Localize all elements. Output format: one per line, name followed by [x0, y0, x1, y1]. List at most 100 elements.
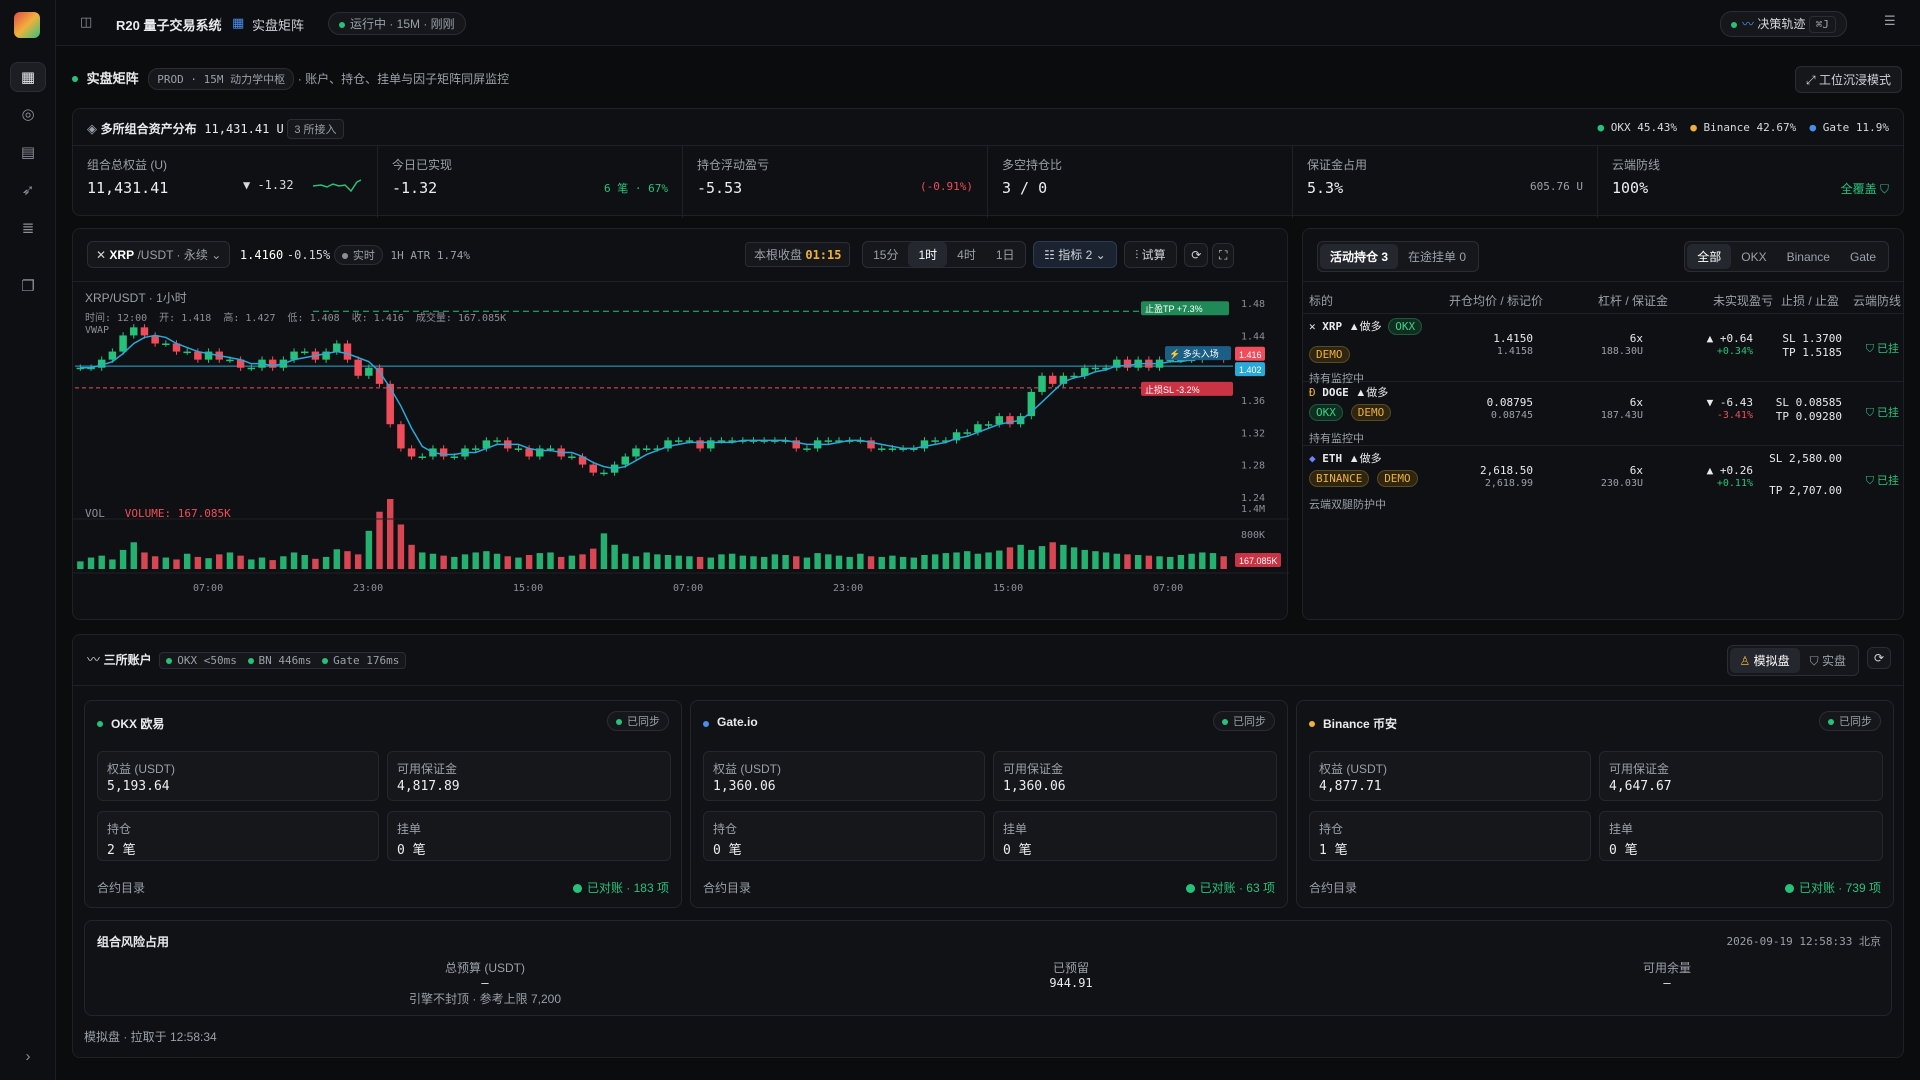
- candle-body: [910, 448, 918, 450]
- y-tick-label: 1.48: [1241, 299, 1265, 310]
- table-row[interactable]: Ð DOGE ▲做多 OKX DEMO 持有监控中 0.08795 0.0874…: [1303, 382, 1903, 446]
- volume-bar: [1177, 555, 1185, 569]
- nav-book-icon[interactable]: ▤: [20, 144, 36, 161]
- tab-active-positions[interactable]: 活动持仓 3: [1320, 244, 1399, 269]
- volume-bar: [237, 555, 244, 569]
- asset-summary-panel: ◈ 多所组合资产分布 11,431.41 U 3 所接入 ● OKX 45.43…: [72, 108, 1904, 218]
- volume-bar: [846, 556, 853, 569]
- tab-pending-orders[interactable]: 在途挂单 0: [1408, 250, 1467, 264]
- volume-bar: [515, 557, 522, 569]
- nav-radar-icon[interactable]: ◎: [21, 106, 35, 123]
- volume-bar: [996, 550, 1003, 569]
- volume-bar: [525, 555, 533, 569]
- volume-bar: [1209, 553, 1217, 569]
- ohlc-readout: 时间: 12:00 开: 1.418 高: 1.427 低: 1.408 收: …: [85, 313, 507, 324]
- candle-body: [397, 424, 405, 449]
- candle-body: [867, 440, 875, 449]
- candle-body: [1177, 359, 1185, 362]
- focus-mode-button[interactable]: ⤢ 工位沉浸模式: [1795, 66, 1902, 93]
- candle-body: [899, 448, 907, 450]
- candle-body: [407, 448, 416, 457]
- candle-body: [942, 440, 950, 442]
- nav-doc-icon[interactable]: ≣: [21, 220, 35, 237]
- breadcrumb-current[interactable]: 实盘矩阵: [252, 18, 305, 33]
- tf-1d[interactable]: 1日: [995, 248, 1015, 262]
- candle-body: [1102, 367, 1110, 370]
- volume-bar: [760, 556, 768, 569]
- tf-group: 本根收盘 01:15 15分 1时 4时 1日 ☷ 指标 2 ⌄ ⫶ 试算 ⟳ ⛶: [745, 241, 1235, 268]
- account-card-gate[interactable]: Gate.io 已同步 权益 (USDT) 1,360.06 可用保证金 1,360…: [690, 700, 1288, 908]
- guard-status: ⛉ 已挂: [1865, 475, 1899, 487]
- filter-all[interactable]: 全部: [1687, 244, 1732, 269]
- volume-bar: [504, 556, 511, 569]
- fullscreen-icon[interactable]: ⛶: [1211, 243, 1235, 268]
- vwap-line: [80, 334, 1224, 470]
- candle-body: [589, 464, 597, 473]
- mode-sim[interactable]: ♙ 模拟盘: [1729, 648, 1800, 673]
- candle-body: [343, 343, 352, 360]
- indicator-button[interactable]: ☷ 指标 2 ⌄: [1033, 241, 1117, 268]
- volume-bar: [269, 560, 276, 569]
- candle-body: [322, 351, 330, 360]
- volume-bar: [280, 556, 287, 569]
- volume-bar: [632, 556, 640, 569]
- volume-bar: [1070, 547, 1078, 569]
- candle-body: [974, 424, 982, 433]
- tf-15m[interactable]: 15分: [873, 248, 899, 262]
- filter-binance[interactable]: Binance: [1786, 250, 1830, 264]
- volume-bar: [536, 553, 544, 569]
- volume-bar: [664, 555, 672, 569]
- volume-bar: [547, 552, 554, 569]
- entry-label-bg: [1165, 346, 1231, 361]
- volume-bar: [1028, 549, 1035, 569]
- layers-icon: ◈: [87, 121, 97, 136]
- volume-bar: [472, 552, 479, 569]
- symbol-selector[interactable]: ✕ XRP /USDT · 永续 ⌄: [87, 241, 231, 268]
- candle-body: [386, 383, 394, 425]
- calc-button[interactable]: ⫶ 试算: [1124, 241, 1177, 268]
- volume-bar: [611, 544, 618, 569]
- candle-body: [824, 440, 833, 442]
- volume-tick-label: 800K: [1241, 530, 1265, 541]
- account-card-binance[interactable]: Binance 币安 已同步 权益 (USDT) 4,877.71 可用保证金 4,…: [1296, 700, 1894, 908]
- volume-bar: [333, 549, 340, 569]
- mode-live[interactable]: ⛉ 实盘: [1809, 654, 1846, 668]
- x-tick-label: 23:00: [833, 583, 863, 594]
- nav-grid-icon[interactable]: ▦: [10, 62, 46, 92]
- volume-bar: [793, 556, 800, 569]
- candle-body: [525, 448, 533, 457]
- nav-manual-icon[interactable]: ❐: [21, 278, 35, 295]
- kpi-row: 组合总权益 (U) 11,431.41 ▼ -1.32 今日已实现 -1.32 6 笔 …: [73, 145, 1903, 218]
- mode-toggle: ♙ 模拟盘 ⛉ 实盘: [1726, 645, 1859, 676]
- candle-body: [268, 359, 277, 368]
- candle-body: [1059, 375, 1068, 384]
- volume-bar: [696, 556, 704, 569]
- entry-price-tag-bg: [1235, 362, 1265, 377]
- tf-4h[interactable]: 4时: [957, 248, 976, 262]
- refresh-icon[interactable]: ⟳: [1184, 243, 1209, 267]
- nav-rocket-icon[interactable]: ➶: [21, 182, 35, 199]
- refresh-icon[interactable]: ⟳: [1866, 647, 1891, 669]
- account-card-okx[interactable]: OKX 欧易 已同步 权益 (USDT) 5,193.64 可用保证金 4,817.…: [84, 700, 682, 908]
- sync-status: 已同步: [1819, 711, 1881, 731]
- exchange-filter: 全部 OKX Binance Gate: [1684, 241, 1889, 272]
- tf-1h[interactable]: 1时: [908, 242, 948, 267]
- volume-bar: [461, 554, 469, 569]
- filter-gate[interactable]: Gate: [1849, 250, 1876, 264]
- expand-chevron-icon[interactable]: ›: [25, 1048, 31, 1065]
- page-description: · 账户、持仓、挂单与因子矩阵同屏监控: [297, 72, 510, 86]
- price-tag: 1.416: [1239, 350, 1262, 360]
- app-logo[interactable]: [14, 12, 40, 38]
- settings-sliders-icon[interactable]: ☰: [1884, 13, 1896, 28]
- y-tick-label: 1.24: [1241, 493, 1265, 504]
- sidebar-toggle-icon[interactable]: ◫: [80, 14, 93, 29]
- filter-okx[interactable]: OKX: [1741, 250, 1767, 264]
- candle-body: [300, 351, 309, 354]
- table-row[interactable]: ✕ XRP ▲做多 OKX DEMO 持有监控中 1.4150 1.4158 6…: [1303, 314, 1903, 385]
- decision-track-button[interactable]: 〰 决策轨迹 ⌘J: [1720, 11, 1847, 37]
- entry-price-tag: 1.402: [1239, 365, 1262, 375]
- positions-tabs: 活动持仓 3 在途挂单 0: [1317, 241, 1480, 272]
- volume-bar: [440, 555, 447, 569]
- table-row[interactable]: ◆ ETH ▲做多 BINANCE DEMO 云端双腿防护中 2,618.50 …: [1309, 452, 1899, 511]
